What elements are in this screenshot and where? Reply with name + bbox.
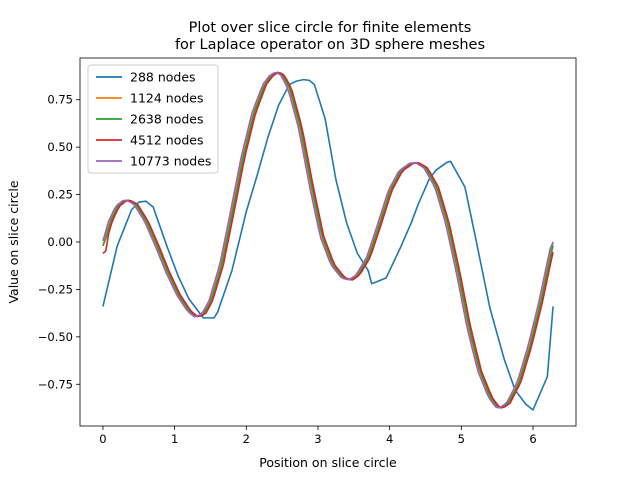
series-line — [102, 71, 554, 409]
x-tick-label: 2 — [243, 432, 250, 446]
x-tick-label: 4 — [386, 432, 393, 446]
y-tick-label: −0.25 — [38, 282, 73, 296]
y-tick-label: 0.75 — [47, 93, 73, 107]
legend-box — [87, 64, 219, 174]
legend-entry: 10773 nodes — [130, 154, 211, 169]
x-tick-label: 6 — [529, 432, 536, 446]
x-tick-label: 0 — [99, 432, 106, 446]
x-tick-label: 3 — [314, 432, 321, 446]
legend-entry: 288 nodes — [130, 70, 196, 85]
y-tick-label: −0.50 — [38, 330, 73, 344]
series-line — [102, 71, 554, 409]
chart-title-line1: Plot over slice circle for finite elemen… — [189, 20, 472, 36]
series-line — [102, 72, 554, 409]
x-axis-label: Position on slice circle — [259, 455, 397, 470]
chart-title-line2: for Laplace operator on 3D sphere meshes — [175, 37, 485, 53]
series-line — [102, 78, 554, 411]
legend-entry: 4512 nodes — [130, 133, 204, 148]
x-tick-label: 5 — [458, 432, 465, 446]
y-tick-label: 0.00 — [47, 235, 73, 249]
plot-area: 0 1 2 3 4 5 6 −0.75 −0.50 −0.25 0.00 0.25 0.50 0.75 28… — [38, 57, 577, 446]
legend-entry: 1124 nodes — [130, 91, 204, 106]
y-tick-label: 0.50 — [47, 140, 73, 154]
plot-frame — [79, 57, 577, 427]
y-tick-label: 0.25 — [47, 188, 73, 202]
y-axis-label: Value on slice circle — [6, 180, 21, 303]
y-tick-label: −0.75 — [38, 377, 73, 391]
legend-entry: 2638 nodes — [130, 112, 204, 127]
x-tick-label: 1 — [171, 432, 178, 446]
